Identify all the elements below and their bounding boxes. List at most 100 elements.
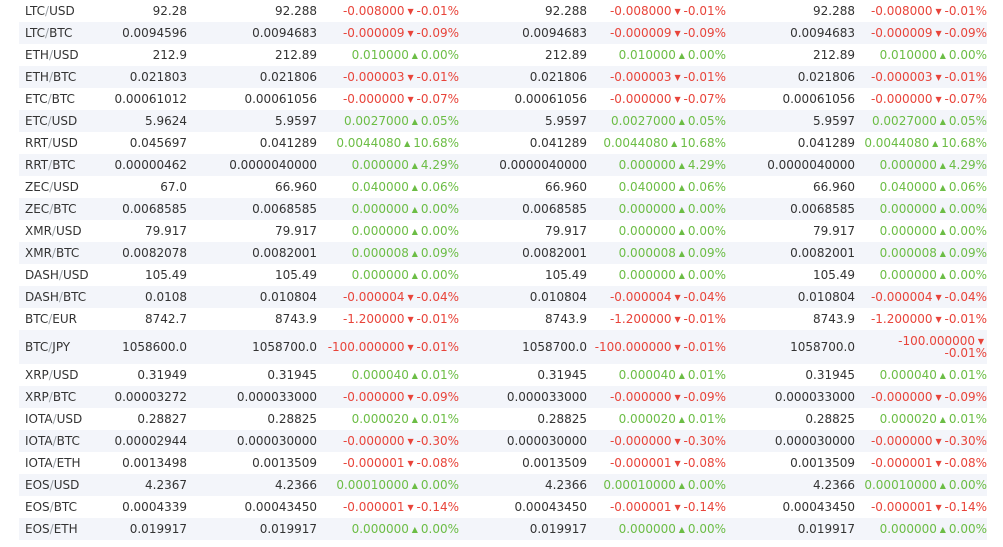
last-price: 0.00000462 [85,154,187,176]
pair-separator: / [45,26,50,40]
pair-quote: BTC [51,92,75,106]
last-price: 0.0013498 [85,452,187,474]
table-row[interactable]: LTC/USD 92.28 92.288 -0.008000 ▼ -0.01% 92.288… [19,0,987,22]
change-percent: -0.07% [944,92,987,106]
change-cell: -0.000004 ▼ -0.04% [855,286,987,308]
ref-price: 4.2366 [187,474,317,496]
table-row[interactable]: ETH/BTC 0.021803 0.021806 -0.000003 ▼ -0.01% 0… [19,66,987,88]
last-price: 0.0004339 [85,496,187,518]
ref-price: 0.0000040000 [187,154,317,176]
change-percent: 0.01% [687,368,726,382]
ref-price: 0.041289 [459,132,587,154]
table-row[interactable]: DASH/BTC 0.0108 0.010804 -0.000004 ▼ -0.04% 0.… [19,286,987,308]
table-row[interactable]: EOS/ETH 0.019917 0.019917 0.000000 ▲ 0.00% 0.0… [19,518,987,540]
pair-separator: / [48,48,53,62]
table-row[interactable]: IOTA/USD 0.28827 0.28825 0.000020 ▲ 0.01% 0.28… [19,408,987,430]
pair-cell: ETC/USD [19,110,85,132]
pair-separator: / [47,114,52,128]
table-row[interactable]: XRP/BTC 0.00003272 0.000033000 -0.000000 ▼ -0… [19,386,987,408]
table-row[interactable]: EOS/USD 4.2367 4.2366 0.00010000 ▲ 0.00% 4.236… [19,474,987,496]
pair-base: BTC [25,312,49,326]
caret-down-icon: ▼ [935,393,942,402]
change-value: 0.0027000 [871,114,937,128]
change-cell: -1.200000 ▼ -0.01% [317,308,459,330]
caret-down-icon: ▼ [935,7,942,16]
ref-price: 0.000033000 [459,386,587,408]
pair-separator: / [48,340,53,354]
last-price: 0.0068585 [85,198,187,220]
pair-quote: JPY [52,340,71,354]
table-row[interactable]: ZEC/USD 67.0 66.960 0.040000 ▲ 0.06% 66.960 0.0… [19,176,987,198]
table-row[interactable]: ETC/USD 5.9624 5.9597 0.0027000 ▲ 0.05% 5.9597… [19,110,987,132]
pair-quote: BTC [52,158,76,172]
caret-down-icon: ▼ [674,503,681,512]
table-row[interactable]: XRP/USD 0.31949 0.31945 0.000040 ▲ 0.01% 0.319… [19,364,987,386]
change-percent: 0.00% [420,202,459,216]
pair-cell: XRP/BTC [19,386,85,408]
table-row[interactable]: BTC/JPY 1058600.0 1058700.0 -100.000000 ▼ -0.… [19,330,987,364]
change-value: -0.000001 [342,456,405,470]
pair-base: IOTA [25,434,53,448]
change-cell: -0.000009 ▼ -0.09% [317,22,459,44]
pair-base: ETC [25,114,48,128]
change-percent: 0.00% [948,224,987,238]
change-cell: 0.000000 ▲ 0.00% [317,220,459,242]
ref-price: 5.9597 [726,110,855,132]
ref-price: 0.019917 [726,518,855,540]
pair-separator: / [52,456,57,470]
table-row[interactable]: BTC/EUR 8742.7 8743.9 -1.200000 ▼ -0.01% 8743.… [19,308,987,330]
pair-base: ETH [25,70,49,84]
change-percent: -0.09% [683,390,726,404]
change-value: 0.000020 [351,412,409,426]
caret-up-icon: ▲ [678,117,685,126]
last-price: 0.0108 [85,286,187,308]
change-value: 0.010000 [879,48,937,62]
change-cell: 0.000000 ▲ 0.00% [587,264,726,286]
caret-up-icon: ▲ [411,481,418,490]
table-row[interactable]: ETH/USD 212.9 212.89 0.010000 ▲ 0.00% 212.89 0.… [19,44,987,66]
change-value: 0.000000 [618,158,676,172]
caret-down-icon: ▼ [935,95,942,104]
table-row[interactable]: XMR/BTC 0.0082078 0.0082001 0.000008 ▲ 0.09% 0… [19,242,987,264]
caret-up-icon: ▲ [411,249,418,258]
ref-price: 79.917 [187,220,317,242]
table-row[interactable]: IOTA/ETH 0.0013498 0.0013509 -0.000001 ▼ -0.0… [19,452,987,474]
change-percent: -0.30% [683,434,726,448]
pair-base: ZEC [25,180,50,194]
change-percent: -0.14% [683,500,726,514]
change-cell: -0.000000 ▼ -0.07% [317,88,459,110]
table-row[interactable]: XMR/USD 79.917 79.917 0.000000 ▲ 0.00% 79.917 0… [19,220,987,242]
change-value: -0.000004 [609,290,672,304]
pair-base: EOS [25,478,50,492]
change-percent: -0.01% [683,4,726,18]
change-value: -0.000000 [870,92,933,106]
change-cell: 0.000040 ▲ 0.01% [587,364,726,386]
change-percent: 0.00% [420,224,459,238]
caret-up-icon: ▲ [404,139,411,148]
pair-cell: IOTA/BTC [19,430,85,452]
change-percent: 0.01% [687,412,726,426]
change-value: 0.00010000 [603,478,676,492]
change-percent: 0.00% [687,48,726,62]
change-percent: 0.01% [948,368,987,382]
change-value: -0.000009 [342,26,405,40]
ref-price: 105.49 [187,264,317,286]
change-cell: 0.000000 ▲ 0.00% [317,518,459,540]
change-value: 0.000000 [351,224,409,238]
table-row[interactable]: ZEC/BTC 0.0068585 0.0068585 0.000000 ▲ 0.00% 0… [19,198,987,220]
pair-separator: / [49,180,54,194]
table-row[interactable]: ETC/BTC 0.00061012 0.00061056 -0.000000 ▼ -0.… [19,88,987,110]
change-cell: -0.000003 ▼ -0.01% [587,66,726,88]
ref-price: 0.0094683 [459,22,587,44]
caret-up-icon: ▲ [939,371,946,380]
table-row[interactable]: IOTA/BTC 0.00002944 0.000030000 -0.000000 ▼ -… [19,430,987,452]
table-row[interactable]: DASH/USD 105.49 105.49 0.000000 ▲ 0.00% 105.49… [19,264,987,286]
pair-cell: EOS/BTC [19,496,85,518]
last-price: 0.00003272 [85,386,187,408]
change-percent: 4.29% [687,158,726,172]
table-row[interactable]: LTC/BTC 0.0094596 0.0094683 -0.000009 ▼ -0.09… [19,22,987,44]
table-row[interactable]: EOS/BTC 0.0004339 0.00043450 -0.000001 ▼ -0.1… [19,496,987,518]
table-row[interactable]: RRT/USD 0.045697 0.041289 0.0044080 ▲ 10.68% 0… [19,132,987,154]
table-row[interactable]: RRT/BTC 0.00000462 0.0000040000 0.000000 ▲ 4.… [19,154,987,176]
change-value: 0.040000 [879,180,937,194]
